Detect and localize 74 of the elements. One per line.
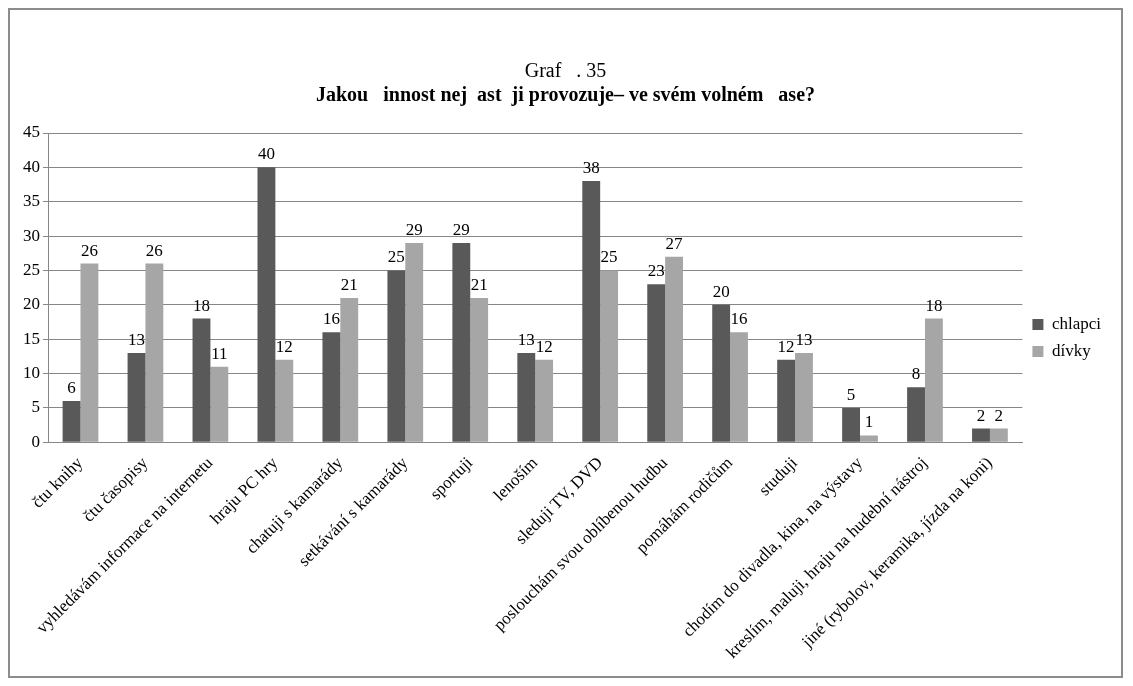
y-tick-label: 25 [23, 259, 40, 279]
bar [322, 332, 341, 442]
data-label: 13 [795, 329, 813, 349]
bar [127, 352, 146, 442]
data-label: 2 [976, 405, 986, 425]
bar [470, 297, 489, 442]
data-label: 40 [257, 144, 275, 164]
bar [535, 359, 554, 442]
bar [62, 401, 81, 442]
y-tick-label: 15 [23, 328, 40, 348]
bar [600, 270, 619, 442]
data-label: 12 [535, 336, 553, 356]
data-label: 21 [470, 274, 488, 294]
data-label: 13 [517, 329, 535, 349]
bar [452, 242, 471, 442]
bar [989, 428, 1008, 442]
legend-label: chlapci [1051, 313, 1102, 333]
y-tick-label: 35 [23, 191, 40, 211]
data-label: 1 [864, 412, 874, 432]
bar [145, 263, 164, 442]
data-label: 5 [846, 384, 856, 404]
bar [192, 318, 211, 442]
bar [387, 270, 406, 442]
data-label: 16 [322, 309, 340, 329]
y-tick-label: 5 [31, 397, 40, 417]
data-label: 25 [600, 247, 618, 267]
chart-subtitle: Jakou innost nej ast ji provozuje– ve svém volném ase? [315, 83, 816, 107]
data-label: 6 [67, 378, 76, 398]
data-label: 26 [145, 240, 163, 260]
y-tick-label: 45 [23, 122, 40, 142]
data-label: 26 [80, 240, 98, 260]
y-tick-label: 30 [23, 225, 40, 245]
data-label: 16 [730, 309, 748, 329]
data-label: 12 [275, 336, 293, 356]
chart-title: Graf . 35 [524, 59, 607, 82]
data-label: 8 [911, 364, 921, 384]
legend-label: dívky [1051, 340, 1092, 360]
data-label: 18 [192, 295, 210, 315]
bar [924, 318, 943, 442]
data-label: 38 [582, 158, 600, 178]
bar [777, 359, 796, 442]
bar [647, 284, 666, 442]
data-label: 25 [387, 247, 405, 267]
data-label: 12 [777, 336, 795, 356]
y-tick-label: 0 [31, 431, 40, 451]
bar [210, 366, 229, 442]
bar [275, 359, 294, 442]
y-tick-label: 10 [23, 363, 40, 383]
bar [517, 352, 536, 442]
bar [860, 435, 878, 442]
bar [972, 428, 990, 442]
bar [907, 387, 925, 442]
data-label: 18 [925, 295, 943, 315]
data-label: 20 [712, 281, 730, 301]
data-label: 21 [340, 274, 358, 294]
y-tick-label: 20 [23, 294, 40, 314]
bar [405, 242, 424, 442]
data-label: 29 [452, 219, 470, 239]
data-label: 2 [994, 405, 1004, 425]
data-label: 29 [405, 219, 423, 239]
bar [257, 167, 276, 442]
bar [795, 352, 813, 442]
bar [730, 332, 748, 442]
bar [712, 304, 731, 442]
bar [582, 181, 601, 442]
bar [842, 407, 861, 442]
y-tick-label: 40 [23, 156, 40, 176]
data-label: 27 [665, 233, 684, 253]
data-label: 11 [211, 343, 228, 363]
data-label: 13 [128, 329, 146, 349]
data-label: 23 [647, 261, 665, 281]
bar [340, 297, 359, 442]
bar [665, 256, 683, 442]
bar [80, 263, 99, 442]
